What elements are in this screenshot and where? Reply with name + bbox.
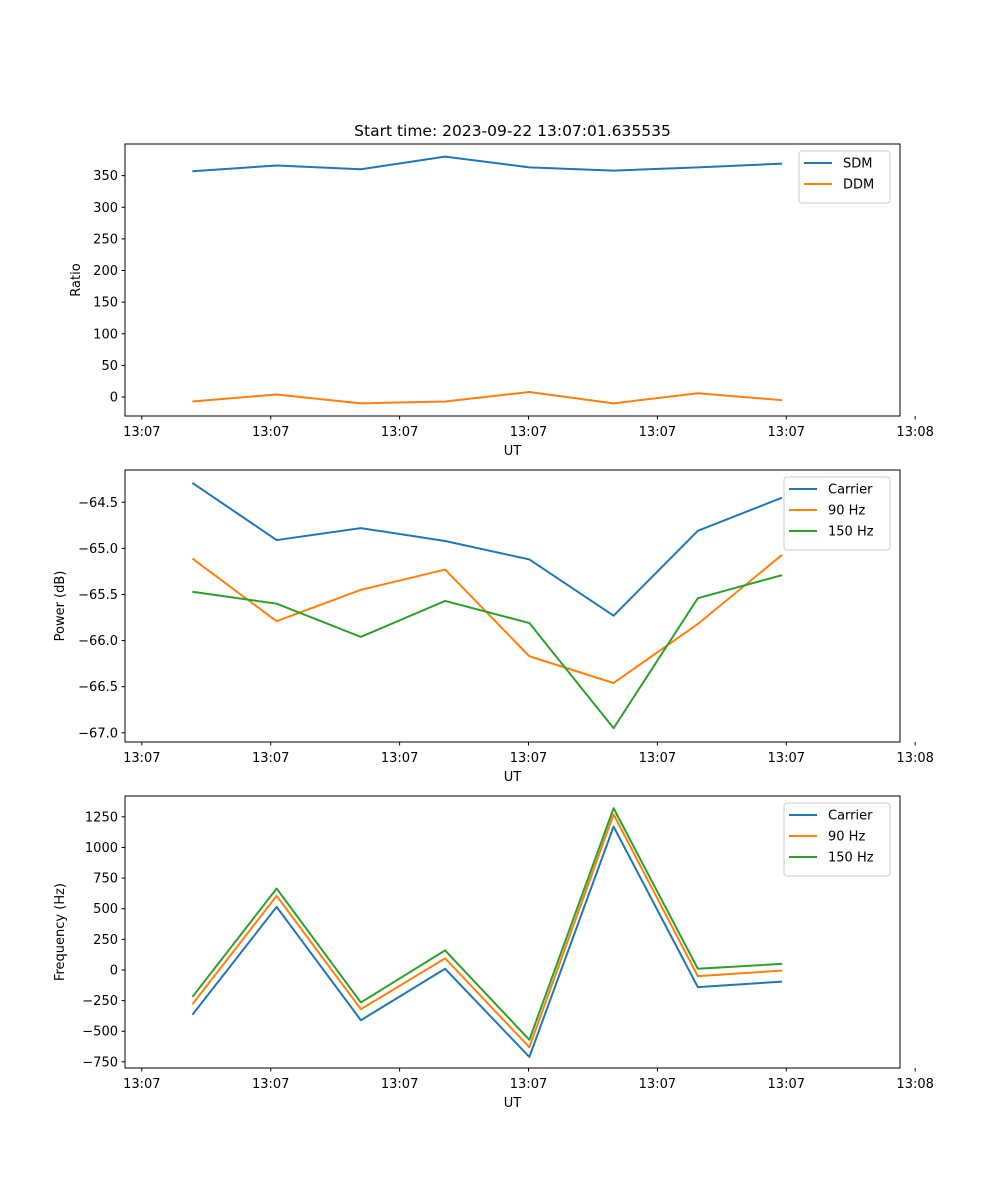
x-tick-label: 13:07 — [123, 425, 160, 440]
y-tick-label: −66.0 — [78, 634, 118, 649]
x-tick-label: 13:08 — [896, 1077, 933, 1092]
x-tick-label: 13:07 — [381, 751, 418, 766]
x-tick-label: 13:07 — [381, 425, 418, 440]
plot-frame — [124, 469, 901, 743]
x-tick-label: 13:07 — [123, 1077, 160, 1092]
chart-panel-2: −67.0 −66.5 −66.0 −65.5 −65.0 −64.5 13:07 13:07… — [53, 469, 934, 785]
x-axis-label: UT — [504, 444, 522, 459]
legend-label-sdm: SDM — [843, 157, 872, 172]
y-tick-label: 50 — [101, 359, 118, 374]
y-tick-label: 100 — [93, 327, 118, 342]
x-tick-label: 13:07 — [768, 425, 805, 440]
x-tick-label: 13:07 — [252, 751, 289, 766]
chart-panel-3: −750 −500 −250 0 250 500 750 1000 1250 13:07 13:07… — [53, 795, 934, 1111]
y-tick-label: 1250 — [85, 810, 118, 825]
y-tick-label: −66.5 — [78, 680, 118, 695]
y-axis-label: Ratio — [69, 263, 84, 296]
y-tick-label: −500 — [82, 1025, 118, 1040]
y-tick-label: 150 — [93, 296, 118, 311]
plot-frame — [124, 795, 901, 1069]
y-tick-label: 0 — [110, 963, 118, 978]
y-tick-label: 250 — [93, 232, 118, 247]
y-tick-label: 200 — [93, 264, 118, 279]
y-tick-label: 1000 — [85, 841, 118, 856]
chart-panel-1: 0 50 100 150 200 250 300 350 13:07 13:07 13:07 13:0… — [69, 143, 934, 459]
y-tick-label: −64.5 — [78, 496, 118, 511]
x-tick-label: 13:07 — [510, 1077, 547, 1092]
series-line-150-hz — [192, 574, 783, 730]
figure-title: Start time: 2023-09-22 13:07:01.635535 — [354, 122, 671, 140]
x-tick-label: 13:07 — [639, 425, 676, 440]
y-tick-label: 500 — [93, 902, 118, 917]
y-tick-label: −250 — [82, 994, 118, 1009]
x-tick-label: 13:07 — [768, 1077, 805, 1092]
y-tick-label: −750 — [82, 1055, 118, 1070]
series-line-90-hz — [191, 813, 783, 1049]
legend: SDM DDM — [798, 150, 891, 204]
legend-label-150-hz: 150 Hz — [828, 525, 874, 540]
legend-label-90-hz: 90 Hz — [828, 830, 865, 845]
x-axis-label: UT — [504, 770, 522, 785]
y-tick-label: −65.5 — [78, 588, 118, 603]
series-line-ddm — [192, 390, 783, 405]
series-line-carrier — [191, 825, 783, 1058]
x-tick-label: 13:07 — [381, 1077, 418, 1092]
legend-label-150-hz: 150 Hz — [828, 851, 874, 866]
x-tick-label: 13:07 — [252, 1077, 289, 1092]
x-tick-label: 13:07 — [768, 751, 805, 766]
y-tick-label: 750 — [93, 872, 118, 887]
y-tick-label: 250 — [93, 933, 118, 948]
legend: Carrier 90 Hz 150 Hz — [783, 802, 891, 877]
y-axis-label: Frequency (Hz) — [53, 883, 68, 981]
x-tick-label: 13:07 — [123, 751, 160, 766]
legend-label-90-hz: 90 Hz — [828, 504, 865, 519]
legend-label-carrier: Carrier — [828, 809, 873, 824]
x-tick-label: 13:07 — [252, 425, 289, 440]
x-tick-label: 13:07 — [510, 751, 547, 766]
y-tick-label: −65.0 — [78, 542, 118, 557]
legend: Carrier 90 Hz 150 Hz — [783, 476, 891, 551]
series-line-sdm — [192, 155, 783, 173]
x-tick-label: 13:08 — [896, 425, 933, 440]
x-tick-label: 13:07 — [510, 425, 547, 440]
legend-label-ddm: DDM — [843, 178, 874, 193]
x-tick-label: 13:07 — [639, 1077, 676, 1092]
y-tick-label: 350 — [93, 169, 118, 184]
x-axis-label: UT — [504, 1096, 522, 1111]
y-axis-label: Power (dB) — [53, 571, 68, 642]
series-line-150-hz — [191, 807, 783, 1041]
series-line-carrier — [191, 482, 783, 617]
x-tick-label: 13:08 — [896, 751, 933, 766]
plot-frame — [124, 143, 901, 417]
x-tick-label: 13:07 — [639, 751, 676, 766]
y-tick-label: 0 — [110, 391, 118, 406]
legend-label-carrier: Carrier — [828, 483, 873, 498]
y-tick-label: 300 — [93, 201, 118, 216]
y-tick-label: −67.0 — [78, 726, 118, 741]
